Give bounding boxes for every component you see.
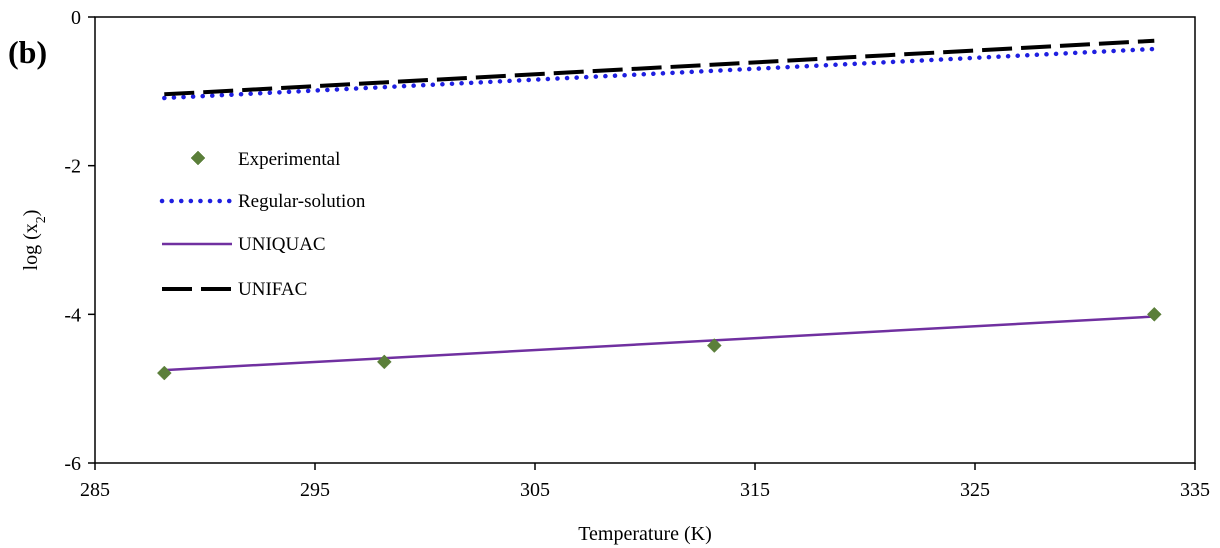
y-axis-title: log (x2) xyxy=(20,210,49,271)
y-axis-title-main: log (x xyxy=(20,223,42,270)
legend-unifac-label: UNIFAC xyxy=(238,279,307,300)
uniquac-line xyxy=(164,315,1155,372)
experimental-point xyxy=(1146,306,1162,322)
regular-solution-line xyxy=(162,46,1157,101)
legend-experimental-marker xyxy=(190,150,206,166)
unifac-line xyxy=(164,38,1155,97)
x-tick-label: 305 xyxy=(520,479,550,501)
legend-experimental-label: Experimental xyxy=(238,149,340,170)
x-tick-label: 295 xyxy=(300,479,330,501)
x-tick-label: 325 xyxy=(960,479,990,501)
plot-area-frame xyxy=(94,16,1196,464)
y-tick-label: -6 xyxy=(64,453,81,475)
x-tick-label: 285 xyxy=(80,479,110,501)
x-tick-label: 335 xyxy=(1180,479,1210,501)
x-tick-label: 315 xyxy=(740,479,770,501)
y-axis-title-subscript: 2 xyxy=(34,216,49,223)
legend-uniquac-label: UNIQUAC xyxy=(238,234,326,255)
legend: Experimental Regular-solution UNIQUAC UNIFA… xyxy=(159,149,366,300)
y-tick-label: 0 xyxy=(71,7,81,29)
experimental-point xyxy=(156,365,172,381)
series-layer xyxy=(156,38,1162,381)
x-axis: 285 295 305 315 325 335 xyxy=(80,463,1210,501)
experimental-point xyxy=(706,338,722,353)
legend-regular-solution-label: Regular-solution xyxy=(238,191,366,212)
panel-label: (b) xyxy=(8,34,47,70)
x-axis-title: Temperature (K) xyxy=(578,523,712,545)
y-tick-label: -4 xyxy=(64,304,81,326)
experimental-point xyxy=(376,354,392,370)
y-axis: 0 -2 -4 -6 xyxy=(64,7,95,475)
y-tick-label: -2 xyxy=(64,156,81,178)
y-axis-title-close: ) xyxy=(20,210,42,217)
